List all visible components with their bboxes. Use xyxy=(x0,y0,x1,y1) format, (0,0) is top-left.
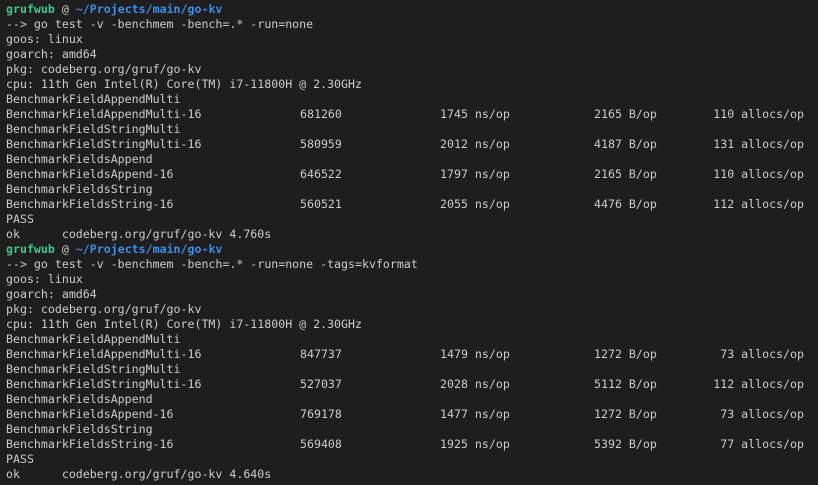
benchmark-iterations: 560521 xyxy=(300,197,342,211)
benchmark-title: BenchmarkFieldStringMulti xyxy=(6,122,181,136)
benchmark-row: BenchmarkFieldAppendMulti-16 681260 1745 n… xyxy=(0,107,818,122)
prompt-user: grufwub xyxy=(6,242,55,256)
benchmark-row: BenchmarkFieldAppendMulti-16 847737 1479 n… xyxy=(0,347,818,362)
header-line: cpu: 11th Gen Intel(R) Core(TM) i7-11800… xyxy=(6,77,362,91)
benchmark-iterations: 681260 xyxy=(300,107,342,121)
benchmark-iterations: 569408 xyxy=(300,437,342,451)
header-line: cpu: 11th Gen Intel(R) Core(TM) i7-11800… xyxy=(6,317,362,331)
benchmark-allocs-op: 110 allocs/op xyxy=(713,167,804,181)
benchmark-allocs-op: 77 allocs/op xyxy=(720,437,804,451)
prompt-user: grufwub xyxy=(6,2,55,16)
benchmark-iterations: 646522 xyxy=(300,167,342,181)
result-line: ok codeberg.org/gruf/go-kv 4.760s xyxy=(6,227,272,241)
header-line: goarch: amd64 xyxy=(6,47,97,61)
benchmark-name: BenchmarkFieldsString-16 xyxy=(6,197,174,211)
prompt-line: grufwub @ ~/Projects/main/go-kv xyxy=(0,242,818,257)
header-line: pkg: codeberg.org/gruf/go-kv xyxy=(6,302,202,316)
benchmark-allocs-op: 73 allocs/op xyxy=(720,347,804,361)
benchmark-row: BenchmarkFieldsAppend-16 769178 1477 ns/op… xyxy=(0,407,818,422)
benchmark-row: BenchmarkFieldsString-16 560521 2055 ns/op… xyxy=(0,197,818,212)
benchmark-name: BenchmarkFieldAppendMulti-16 xyxy=(6,107,202,121)
benchmark-title: BenchmarkFieldAppendMulti xyxy=(6,332,181,346)
benchmark-title: BenchmarkFieldsAppend xyxy=(6,392,153,406)
benchmark-row: BenchmarkFieldStringMulti-16 527037 2028 n… xyxy=(0,377,818,392)
benchmark-ns-op: 1925 ns/op xyxy=(440,437,510,451)
prompt-at: @ xyxy=(54,2,76,16)
benchmark-bytes-op: 1272 B/op xyxy=(594,407,657,421)
command-line: --> go test -v -benchmem -bench=.* -run=… xyxy=(6,257,418,271)
benchmark-name: BenchmarkFieldsAppend-16 xyxy=(6,407,174,421)
benchmark-bytes-op: 2165 B/op xyxy=(594,107,657,121)
header-line: goarch: amd64 xyxy=(6,287,97,301)
benchmark-bytes-op: 2165 B/op xyxy=(594,167,657,181)
benchmark-row: BenchmarkFieldsString-16 569408 1925 ns/op… xyxy=(0,437,818,452)
benchmark-ns-op: 1797 ns/op xyxy=(440,167,510,181)
benchmark-ns-op: 1479 ns/op xyxy=(440,347,510,361)
prompt-at: @ xyxy=(54,242,76,256)
benchmark-allocs-op: 73 allocs/op xyxy=(720,407,804,421)
benchmark-bytes-op: 1272 B/op xyxy=(594,347,657,361)
benchmark-bytes-op: 5392 B/op xyxy=(594,437,657,451)
status-line: PASS xyxy=(6,212,34,226)
prompt-path: ~/Projects/main/go-kv xyxy=(75,2,223,16)
benchmark-ns-op: 2012 ns/op xyxy=(440,137,510,151)
benchmark-iterations: 847737 xyxy=(300,347,342,361)
benchmark-ns-op: 2055 ns/op xyxy=(440,197,510,211)
result-line: ok codeberg.org/gruf/go-kv 4.640s xyxy=(6,467,272,481)
benchmark-iterations: 580959 xyxy=(300,137,342,151)
benchmark-name: BenchmarkFieldStringMulti-16 xyxy=(6,137,202,151)
benchmark-title: BenchmarkFieldAppendMulti xyxy=(6,92,181,106)
benchmark-title: BenchmarkFieldStringMulti xyxy=(6,362,181,376)
benchmark-ns-op: 1477 ns/op xyxy=(440,407,510,421)
benchmark-title: BenchmarkFieldsString xyxy=(6,422,153,436)
benchmark-iterations: 769178 xyxy=(300,407,342,421)
benchmark-name: BenchmarkFieldStringMulti-16 xyxy=(6,377,202,391)
command-line: --> go test -v -benchmem -bench=.* -run=… xyxy=(6,17,314,31)
benchmark-bytes-op: 4476 B/op xyxy=(594,197,657,211)
prompt-path: ~/Projects/main/go-kv xyxy=(75,242,223,256)
header-line: goos: linux xyxy=(6,32,83,46)
benchmark-name: BenchmarkFieldsAppend-16 xyxy=(6,167,174,181)
benchmark-ns-op: 2028 ns/op xyxy=(440,377,510,391)
benchmark-title: BenchmarkFieldsString xyxy=(6,182,153,196)
header-line: goos: linux xyxy=(6,272,83,286)
prompt-line: grufwub @ ~/Projects/main/go-kv xyxy=(0,2,818,17)
status-line: PASS xyxy=(6,452,34,466)
benchmark-allocs-op: 112 allocs/op xyxy=(713,377,804,391)
benchmark-row: BenchmarkFieldStringMulti-16 580959 2012 n… xyxy=(0,137,818,152)
benchmark-title: BenchmarkFieldsAppend xyxy=(6,152,153,166)
benchmark-row: BenchmarkFieldsAppend-16 646522 1797 ns/op… xyxy=(0,167,818,182)
benchmark-allocs-op: 131 allocs/op xyxy=(713,137,804,151)
benchmark-bytes-op: 5112 B/op xyxy=(594,377,657,391)
benchmark-name: BenchmarkFieldAppendMulti-16 xyxy=(6,347,202,361)
benchmark-allocs-op: 110 allocs/op xyxy=(713,107,804,121)
benchmark-iterations: 527037 xyxy=(300,377,342,391)
benchmark-name: BenchmarkFieldsString-16 xyxy=(6,437,174,451)
benchmark-allocs-op: 112 allocs/op xyxy=(713,197,804,211)
benchmark-bytes-op: 4187 B/op xyxy=(594,137,657,151)
header-line: pkg: codeberg.org/gruf/go-kv xyxy=(6,62,202,76)
benchmark-ns-op: 1745 ns/op xyxy=(440,107,510,121)
